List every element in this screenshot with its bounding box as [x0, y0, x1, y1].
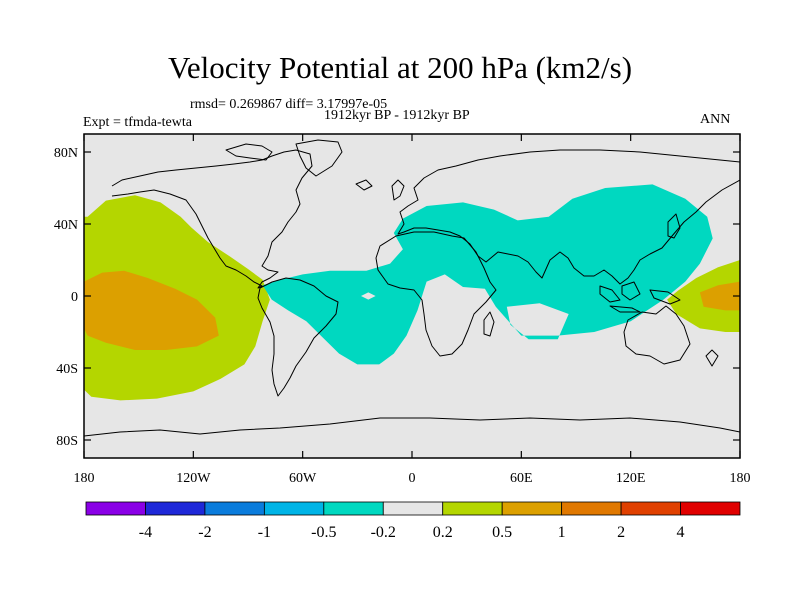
coast-arctic-islands: [225, 143, 273, 161]
colorbar-bin: [382, 501, 444, 516]
colorbar-label: 4: [677, 524, 685, 541]
coast-japan: [667, 213, 681, 239]
coast-iceland: [355, 179, 373, 191]
colorbar-bin: [501, 501, 563, 516]
x-tick-label: 180: [74, 471, 95, 486]
colorbar-bin: [263, 501, 325, 516]
period-label: 1912kyr BP - 1912kyr BP: [324, 108, 470, 123]
contour-fills: [84, 184, 740, 401]
x-tick-label: 60W: [289, 471, 317, 486]
colorbar-label: -1: [258, 524, 271, 541]
coast-borneo: [621, 281, 641, 301]
axis-tick-labels: 180 120W 60W 0 60E 120E 180 80N 40N 0 40S 80S: [54, 146, 751, 486]
x-tick-label: 0: [409, 471, 416, 486]
colorbar-label: -0.5: [311, 524, 336, 541]
colorbar-label: 2: [617, 524, 625, 541]
coast-sumatra: [599, 285, 621, 303]
colorbar-label: -0.2: [371, 524, 396, 541]
colorbar-bin: [442, 501, 503, 516]
coast-africa: [375, 231, 497, 357]
region-pacific-positive-0.5-1: [84, 270, 219, 350]
axis-ticks: [83, 134, 741, 458]
x-tick-label: 60E: [510, 471, 533, 486]
coast-north-america: [111, 149, 313, 289]
colorbar-bin: [620, 501, 681, 516]
coast-java: [609, 305, 641, 313]
coast-south-america: [257, 277, 339, 397]
colorbar-bin: [323, 501, 384, 516]
coast-eurasia: [397, 149, 740, 285]
colorbar-label: -2: [198, 524, 211, 541]
colorbar-label: -4: [139, 524, 152, 541]
x-tick-label: 120E: [616, 471, 646, 486]
colorbar-label: 0.2: [433, 524, 453, 541]
plot-title: Velocity Potential at 200 hPa (km2/s): [167, 50, 633, 85]
y-tick-label: 0: [71, 290, 78, 305]
colorbar-bin: [145, 501, 206, 516]
colorbar-label: 1: [558, 524, 566, 541]
colorbar-bin: [85, 501, 146, 516]
coast-new-zealand: [705, 349, 719, 367]
region-atlantic-africa-negative: [262, 184, 713, 365]
y-tick-label: 40N: [54, 218, 78, 233]
coast-australia: [623, 305, 691, 365]
colorbar-bin: [680, 501, 741, 516]
coast-madagascar: [483, 311, 495, 337]
x-tick-label: 180: [730, 471, 751, 486]
y-tick-label: 40S: [56, 362, 78, 377]
stats-label: rmsd= 0.269867 diff= 3.17997e-05: [190, 97, 388, 112]
season-label: ANN: [700, 112, 731, 127]
x-tick-label: 120W: [176, 471, 211, 486]
coast-greenland: [295, 139, 343, 177]
y-tick-label: 80N: [54, 146, 78, 161]
experiment-label: Expt = tfmda-tewta: [83, 115, 192, 130]
y-tick-label: 80S: [56, 434, 78, 449]
region-west-pacific-positive-0.5-1: [699, 281, 740, 311]
colorbar-bin: [204, 501, 265, 516]
colorbar-label: 0.5: [492, 524, 512, 541]
coast-new-guinea: [649, 289, 681, 305]
colorbar-bin: [561, 501, 622, 516]
coast-british-isles: [391, 179, 405, 201]
colorbar: -4 -2 -1 -0.5 -0.2 0.2 0.5 1 2 4: [85, 501, 741, 541]
coast-antarctica: [84, 417, 740, 437]
coastlines: [84, 139, 740, 437]
